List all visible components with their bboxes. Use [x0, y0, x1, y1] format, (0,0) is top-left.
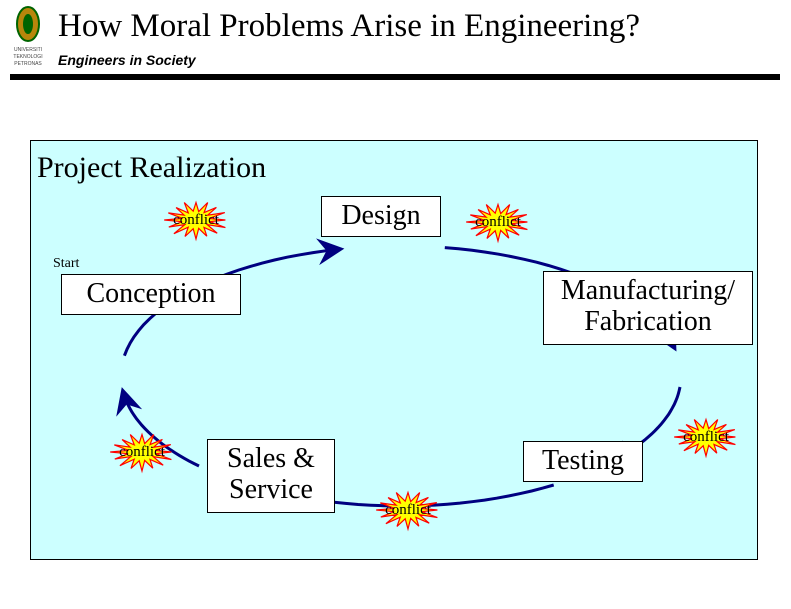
node-manufacturing: Manufacturing/ Fabrication — [543, 271, 753, 345]
node-testing: Testing — [523, 441, 643, 482]
conflict-burst: conflict — [671, 416, 741, 458]
svg-text:PETRONAS: PETRONAS — [14, 61, 42, 67]
conflict-label: conflict — [463, 201, 533, 243]
start-label: Start — [53, 256, 79, 272]
conflict-label: conflict — [671, 416, 741, 458]
node-design: Design — [321, 196, 441, 237]
conflict-burst: conflict — [161, 199, 231, 241]
node-conception: Conception — [61, 274, 241, 315]
slide-subtitle: Engineers in Society — [58, 52, 196, 68]
conflict-label: conflict — [161, 199, 231, 241]
svg-text:TEKNOLOGI: TEKNOLOGI — [13, 54, 42, 60]
slide-header: UNIVERSITI TEKNOLOGI PETRONAS How Moral … — [0, 6, 791, 84]
node-sales: Sales & Service — [207, 439, 335, 513]
header-divider — [10, 74, 780, 80]
slide-title: How Moral Problems Arise in Engineering? — [58, 8, 640, 45]
university-logo: UNIVERSITI TEKNOLOGI PETRONAS — [6, 6, 50, 76]
conflict-label: conflict — [373, 489, 443, 531]
svg-text:UNIVERSITI: UNIVERSITI — [14, 47, 42, 53]
conflict-label: conflict — [107, 431, 177, 473]
conflict-burst: conflict — [463, 201, 533, 243]
conflict-burst: conflict — [373, 489, 443, 531]
conflict-burst: conflict — [107, 431, 177, 473]
diagram-panel: Project Realization Start Conception Des… — [30, 140, 758, 560]
